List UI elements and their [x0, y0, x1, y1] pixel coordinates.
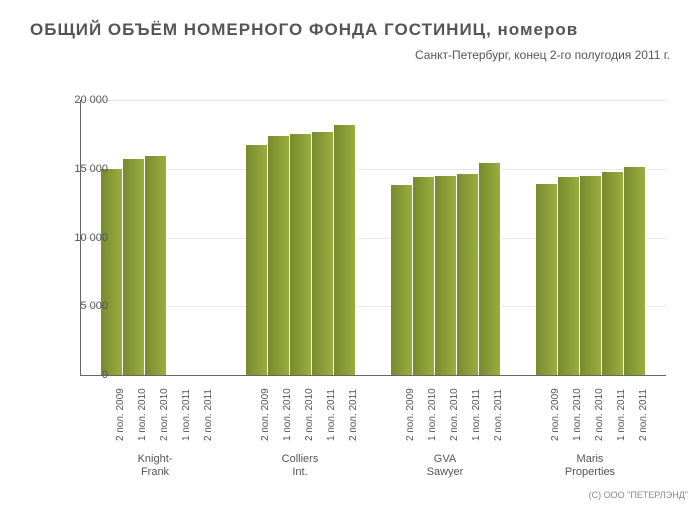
bar-label: 1 пол. 2010: [137, 388, 148, 441]
chart-title: ОБЩИЙ ОБЪЁМ НОМЕРНОГО ФОНДА ГОСТИНИЦ, но…: [30, 20, 578, 40]
ytick-label: 10 000: [38, 232, 108, 244]
group-label: ColliersInt.: [240, 453, 360, 479]
ytick-label: 20 000: [38, 94, 108, 106]
bar-label: 1 пол. 2011: [326, 389, 337, 441]
bar: [334, 125, 356, 375]
bar-label: 2 пол. 2011: [638, 389, 649, 441]
bar-label: 2 пол. 2011: [493, 389, 504, 441]
bar-label: 2 пол. 2011: [348, 389, 359, 441]
bar: [123, 159, 145, 375]
bar-label: 1 пол. 2010: [427, 388, 438, 441]
bar-label: 2 пол. 2009: [115, 388, 126, 441]
group-label: MarisProperties: [530, 453, 650, 479]
bar: [391, 185, 413, 375]
bar: [435, 176, 457, 375]
chart-subtitle: Санкт-Петербург, конец 2-го полугодия 20…: [415, 48, 670, 62]
credit-text: (С) ООО "ПЕТЕРЛЭНД": [589, 490, 688, 500]
bar-label: 2 пол. 2009: [550, 388, 561, 441]
ytick-label: 5 000: [38, 300, 108, 312]
bar-label: 2 пол. 2010: [159, 388, 170, 441]
bar: [602, 172, 624, 376]
bar-group: [536, 100, 646, 375]
bar-label: 2 пол. 2009: [260, 388, 271, 441]
bar-label: 2 пол. 2010: [304, 388, 315, 441]
bar-label: 1 пол. 2011: [616, 389, 627, 441]
bar-label: 2 пол. 2009: [405, 388, 416, 441]
bar-label: 2 пол. 2011: [203, 389, 214, 441]
bar-label: 1 пол. 2010: [282, 388, 293, 441]
bar-label: 2 пол. 2010: [449, 388, 460, 441]
bar: [457, 174, 479, 375]
bar: [413, 177, 435, 375]
bar-group: [101, 100, 211, 375]
bar: [558, 177, 580, 375]
bar: [290, 134, 312, 375]
group-label: Knight-Frank: [95, 453, 215, 479]
bar-group: [246, 100, 356, 375]
bar: [536, 184, 558, 375]
bar-label: 1 пол. 2010: [572, 388, 583, 441]
bar-label: 2 пол. 2010: [594, 388, 605, 441]
group-label: GVASawyer: [385, 453, 505, 479]
bar-label: 1 пол. 2011: [181, 389, 192, 441]
bar-group: [391, 100, 501, 375]
bar: [101, 169, 123, 375]
bar-label: 1 пол. 2011: [471, 389, 482, 441]
bar: [312, 132, 334, 375]
bar: [246, 145, 268, 375]
ytick-label: 0: [38, 369, 108, 381]
bar: [580, 176, 602, 375]
bar: [268, 136, 290, 375]
bar: [624, 167, 646, 375]
chart-container: ОБЩИЙ ОБЪЁМ НОМЕРНОГО ФОНДА ГОСТИНИЦ, но…: [0, 0, 700, 510]
chart-plot-area: [80, 100, 666, 376]
bar: [145, 156, 167, 375]
bar: [479, 163, 501, 375]
ytick-label: 15 000: [38, 163, 108, 175]
